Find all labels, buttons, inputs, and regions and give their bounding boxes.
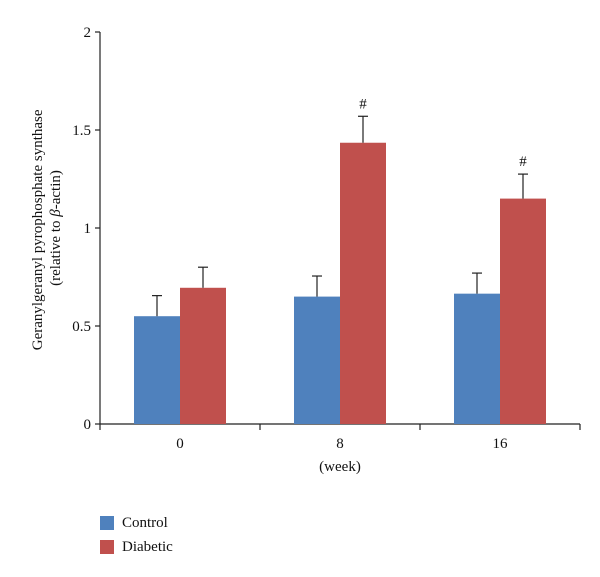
x-tick-label: 16 — [493, 436, 509, 452]
legend-swatch-control — [100, 516, 114, 530]
annotations: ## — [359, 96, 527, 170]
x-tick-label: 0 — [176, 436, 184, 452]
bar-diabetic — [180, 287, 226, 424]
bar-control — [454, 293, 500, 424]
bar-control — [134, 316, 180, 424]
y-axis-title-line2-prefix: (relative to — [48, 217, 64, 286]
x-axis: 0 8 16 — [99, 423, 581, 452]
legend-label-control: Control — [122, 514, 168, 531]
y-tick-label: 0.5 — [72, 319, 91, 335]
bar-control — [294, 296, 340, 424]
y-axis-title-beta: β — [48, 209, 64, 218]
y-tick-label: 1.5 — [72, 123, 91, 139]
y-axis-title-line1: Geranylgeranyl pyrophosphate synthase — [30, 109, 46, 350]
legend-item-diabetic: Diabetic — [100, 536, 173, 558]
significance-marker: # — [359, 96, 367, 112]
y-tick-label: 0 — [84, 417, 92, 433]
y-axis-title-line2-suffix: -actin) — [48, 170, 64, 209]
bars — [134, 115, 546, 425]
significance-marker: # — [519, 154, 527, 170]
y-axis: 0 0.5 1 1.5 2 — [72, 25, 101, 433]
legend-label-diabetic: Diabetic — [122, 538, 173, 555]
y-axis-title: Geranylgeranyl pyrophosphate synthase (r… — [30, 106, 64, 351]
y-tick-label: 1 — [84, 221, 92, 237]
bar-diabetic — [340, 142, 386, 425]
bar-chart: 00.511.52 0 8 16 ## (week) Geranylgeranyl … — [30, 25, 581, 475]
x-tick-label: 8 — [336, 436, 344, 452]
y-tick-label: 2 — [84, 25, 92, 41]
legend-item-control: Control — [100, 512, 173, 534]
bar-diabetic — [500, 198, 546, 424]
x-axis-title: (week) — [319, 459, 361, 475]
legend: Control Diabetic — [100, 512, 173, 560]
legend-swatch-diabetic — [100, 540, 114, 554]
